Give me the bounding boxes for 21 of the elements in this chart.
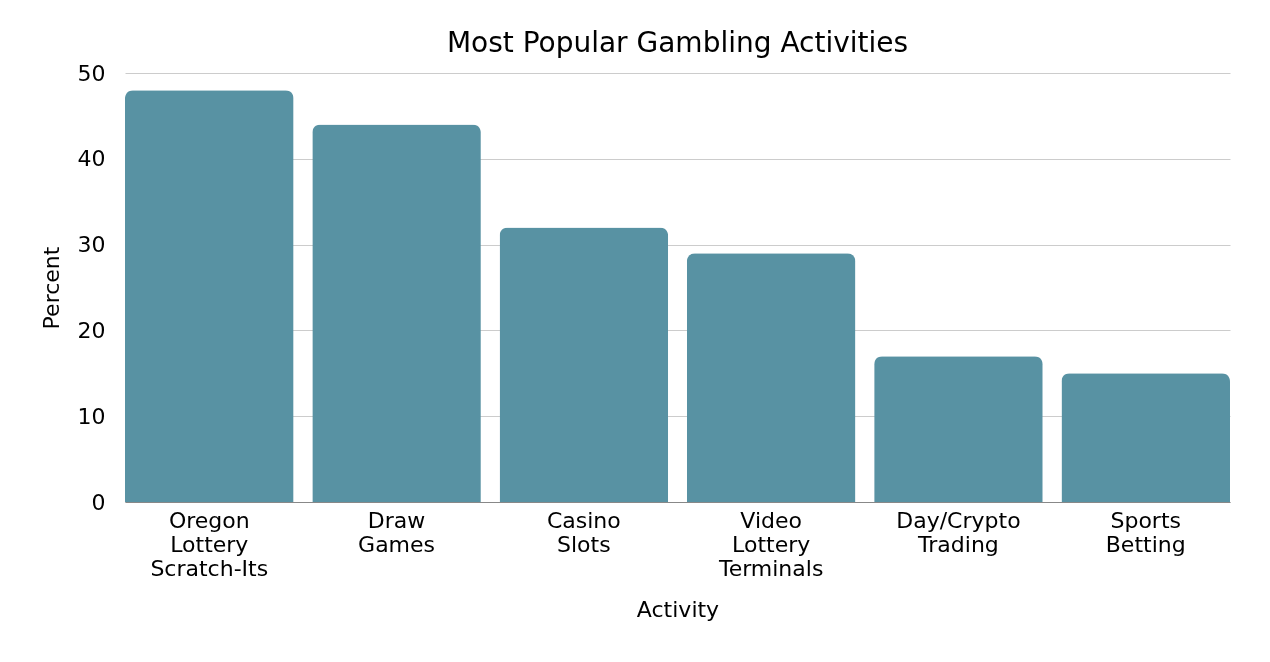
bar	[686, 253, 856, 502]
y-tick-label: 0	[91, 489, 106, 515]
chart-title: Most Popular Gambling Activities	[446, 26, 909, 59]
y-tick-label: 50	[77, 60, 106, 86]
x-tick-label: Sports Betting	[1105, 507, 1186, 557]
bar	[125, 90, 294, 502]
bar	[499, 227, 669, 502]
x-tick-label: Oregon Lottery Scratch-Its	[150, 507, 269, 581]
y-tick-label: 20	[77, 317, 106, 343]
x-tick-label: Casino Slots	[546, 507, 621, 557]
bar	[874, 356, 1043, 502]
bar	[312, 124, 481, 502]
bar	[1061, 373, 1230, 502]
x-tick-label: Video Lottery Terminals	[717, 507, 824, 581]
y-tick-label: 30	[77, 232, 106, 258]
x-tick-label: Day/Crypto Trading	[896, 507, 1021, 557]
y-axis-title: Percent	[38, 246, 64, 330]
x-axis-title: Activity	[636, 596, 720, 622]
x-tick-label: Draw Games	[358, 507, 436, 557]
y-tick-label: 10	[77, 403, 106, 429]
y-tick-label: 40	[77, 146, 106, 172]
